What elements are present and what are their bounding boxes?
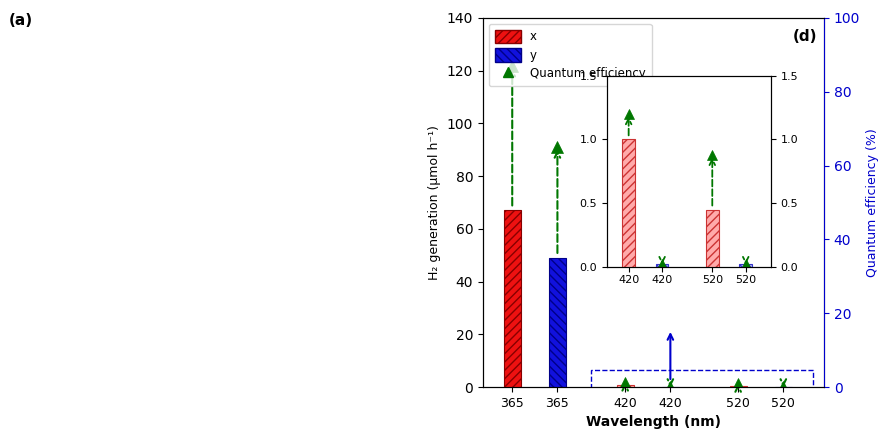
Bar bbox=[622, 139, 635, 267]
Text: (b): (b) bbox=[453, 15, 473, 28]
Bar bbox=[591, 370, 812, 391]
Bar bbox=[706, 210, 719, 267]
Bar bbox=[617, 384, 633, 387]
Text: (a): (a) bbox=[9, 13, 33, 28]
Legend: x, y, Quantum efficiency: x, y, Quantum efficiency bbox=[489, 24, 652, 86]
Y-axis label: Quantum efficiency (%): Quantum efficiency (%) bbox=[866, 128, 879, 277]
Bar bbox=[548, 258, 566, 387]
Y-axis label: H₂ generation (μmol h⁻¹): H₂ generation (μmol h⁻¹) bbox=[428, 125, 441, 280]
X-axis label: Wavelength (nm): Wavelength (nm) bbox=[586, 416, 721, 429]
Bar bbox=[729, 386, 747, 387]
Bar bbox=[740, 264, 752, 267]
Text: (c): (c) bbox=[646, 15, 665, 28]
Bar bbox=[656, 264, 668, 267]
Bar bbox=[503, 210, 521, 387]
Text: (d): (d) bbox=[793, 29, 817, 44]
